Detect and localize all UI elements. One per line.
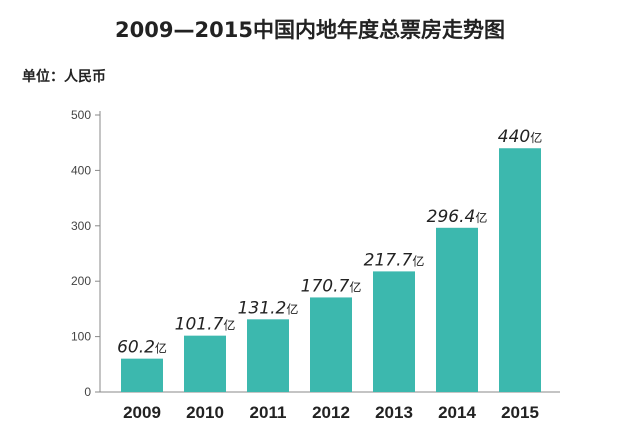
y-tick-label: 200: [71, 274, 91, 288]
x-category-label: 2013: [375, 403, 413, 422]
x-category-label: 2010: [186, 403, 224, 422]
bar-value-label: 296.4亿: [427, 207, 488, 227]
bar-2012: [310, 297, 352, 392]
x-category-label: 2015: [501, 403, 539, 422]
bar-value-label: 60.2亿: [117, 338, 167, 358]
bar-value-label: 170.7亿: [301, 276, 362, 296]
bar-2010: [184, 335, 226, 392]
bar-2015: [499, 148, 541, 392]
y-tick-label: 400: [71, 163, 91, 177]
chart-title: 2009—2015中国内地年度总票房走势图: [115, 18, 505, 42]
y-tick-label: 500: [71, 108, 91, 122]
bar-value-label: 101.7亿: [175, 315, 236, 335]
x-category-label: 2014: [438, 403, 476, 422]
y-tick-label: 0: [84, 385, 91, 399]
bars-layer: [121, 148, 541, 392]
bar-2013: [373, 271, 415, 392]
bar-value-label: 131.2亿: [238, 298, 299, 318]
unit-label: 单位：人民币: [22, 69, 106, 85]
bar-value-label: 217.7亿: [364, 250, 425, 270]
bar-value-label: 440亿: [498, 127, 542, 147]
bar-2014: [436, 227, 478, 392]
x-category-label: 2009: [123, 403, 161, 422]
x-category-label: 2011: [250, 403, 287, 422]
y-tick-label: 100: [71, 330, 91, 344]
bar-2009: [121, 358, 163, 392]
y-tick-label: 300: [71, 219, 91, 233]
labels-layer: 200960.2亿2010101.7亿2011131.2亿2012170.7亿2…: [117, 127, 542, 422]
x-category-label: 2012: [312, 403, 350, 422]
bar-2011: [247, 319, 289, 392]
